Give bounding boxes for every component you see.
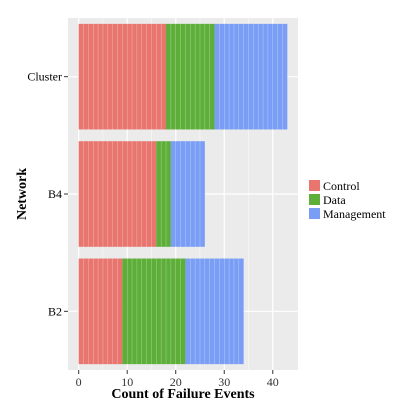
y-axis-label: Network — [15, 168, 30, 220]
legend-swatch-control — [309, 180, 320, 191]
bar-segment-management — [185, 258, 244, 365]
x-tick-label: 20 — [170, 375, 182, 389]
legend-label: Management — [323, 207, 386, 221]
y-axis-ticks: Cluster B4 B2 — [27, 70, 68, 318]
y-tick-label: B2 — [48, 304, 62, 318]
x-tick-label: 10 — [121, 375, 133, 389]
legend-swatch-data — [309, 194, 320, 205]
bar-segment-management — [170, 141, 205, 247]
x-tick-label: 40 — [267, 375, 279, 389]
bar-segment-data — [166, 23, 215, 130]
legend-swatch-management — [309, 208, 320, 219]
y-tick-label: B4 — [48, 187, 62, 201]
y-tick-label: Cluster — [27, 70, 62, 84]
legend-label: Data — [323, 193, 346, 207]
bar-segment-management — [214, 23, 288, 130]
x-tick-label: 30 — [218, 375, 230, 389]
x-axis-label: Count of Failure Events — [111, 387, 255, 402]
bar-segment-data — [156, 141, 171, 247]
bar-segment-data — [122, 258, 186, 365]
bar-segment-control — [78, 141, 157, 247]
x-tick-label: 0 — [76, 375, 82, 389]
bars-group — [78, 23, 288, 365]
bar-segment-control — [78, 258, 123, 365]
bar-segment-control — [78, 23, 167, 130]
x-axis-ticks: 0 10 20 30 40 — [76, 370, 279, 389]
legend-label: Control — [323, 179, 360, 193]
